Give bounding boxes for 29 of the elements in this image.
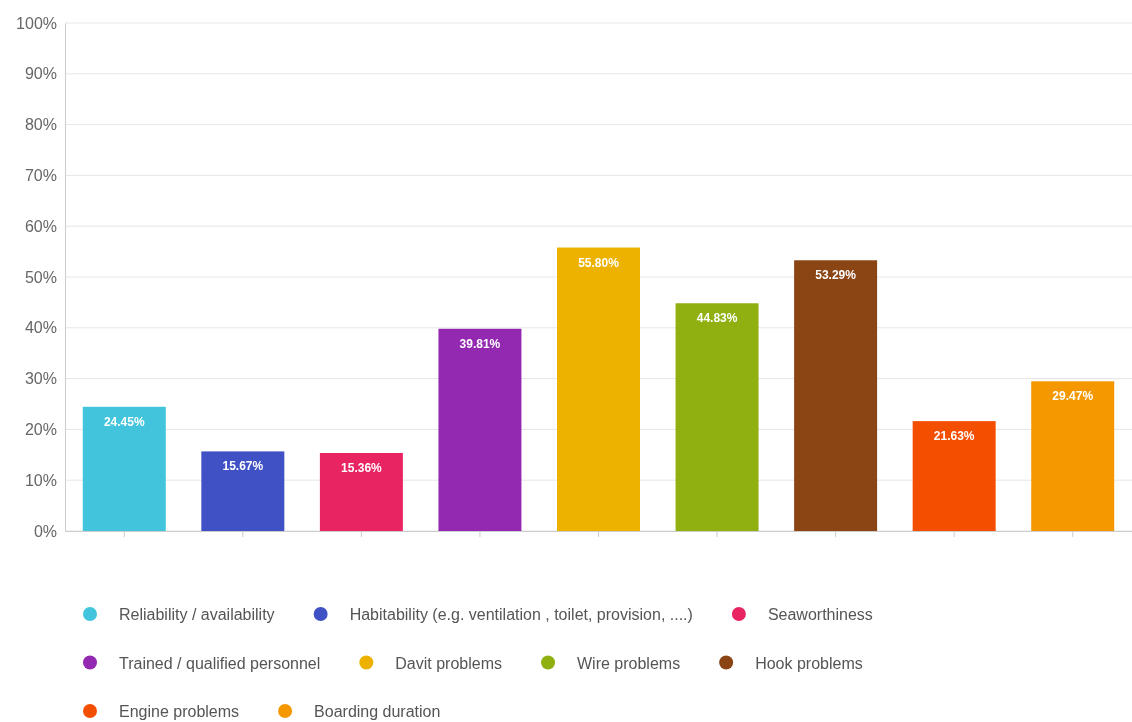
data-label: 15.67% xyxy=(222,459,264,474)
y-tick-label: 80% xyxy=(24,116,57,134)
legend-label: Reliability / availability xyxy=(119,606,275,623)
data-label: 21.63% xyxy=(933,429,975,444)
y-tick-label: 0% xyxy=(33,522,57,540)
legend-label: Wire problems xyxy=(577,654,681,672)
y-tick-label: 40% xyxy=(24,319,57,337)
data-label: 53.29% xyxy=(815,268,857,283)
y-tick-label: 70% xyxy=(24,167,57,185)
y-tick-label: 30% xyxy=(24,370,57,388)
legend-label: Engine problems xyxy=(119,703,240,720)
legend-label: Habitability (e.g. ventilation , toilet, provision, ....) xyxy=(349,606,693,623)
legend-label: Seaworthiness xyxy=(767,606,873,623)
data-label: 24.45% xyxy=(103,414,145,429)
y-tick-label: 20% xyxy=(24,421,57,439)
legend-label: Trained / qualified personnel xyxy=(119,654,321,672)
y-tick-label: 10% xyxy=(24,471,57,489)
legend-label: Davit problems xyxy=(395,654,503,672)
legend-label: Hook problems xyxy=(755,654,863,672)
data-label: 44.83% xyxy=(696,311,738,326)
legend-label: Boarding duration xyxy=(314,703,441,720)
y-tick-label: 90% xyxy=(24,65,57,83)
data-label: 29.47% xyxy=(1052,389,1094,404)
data-label: 39.81% xyxy=(459,336,501,351)
y-tick-label: 50% xyxy=(24,268,57,286)
y-tick-label: 60% xyxy=(24,217,57,235)
y-tick-label: 100% xyxy=(16,14,57,32)
data-label: 55.80% xyxy=(578,255,620,270)
data-label: 15.36% xyxy=(341,460,383,475)
